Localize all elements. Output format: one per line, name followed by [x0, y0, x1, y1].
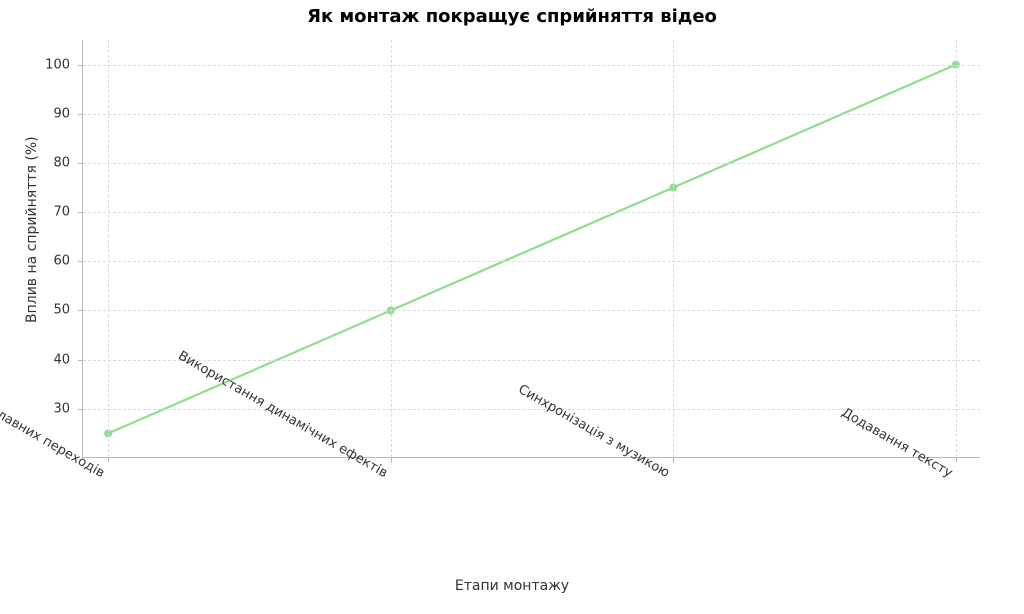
- grid-line-vertical: [673, 40, 674, 457]
- x-tick-mark: [391, 458, 392, 463]
- x-tick-mark: [673, 458, 674, 463]
- y-tick-label: 100: [36, 57, 70, 72]
- y-tick-mark: [78, 114, 83, 115]
- grid-line-vertical: [956, 40, 957, 457]
- y-tick-label: 30: [36, 401, 70, 416]
- y-tick-label: 80: [36, 155, 70, 170]
- grid-line-horizontal: [83, 212, 980, 213]
- y-tick-label: 70: [36, 205, 70, 220]
- y-tick-mark: [78, 310, 83, 311]
- y-tick-mark: [78, 360, 83, 361]
- grid-line-horizontal: [83, 261, 980, 262]
- grid-line-horizontal: [83, 310, 980, 311]
- y-tick-label: 90: [36, 106, 70, 121]
- x-tick-mark: [956, 458, 957, 463]
- grid-line-horizontal: [83, 163, 980, 164]
- x-axis-label: Етапи монтажу: [0, 578, 1024, 594]
- chart-title: Як монтаж покращує сприйняття відео: [0, 6, 1024, 27]
- grid-line-horizontal: [83, 65, 980, 66]
- grid-line-horizontal: [83, 360, 980, 361]
- grid-line-vertical: [391, 40, 392, 457]
- y-tick-mark: [78, 212, 83, 213]
- y-tick-label: 40: [36, 352, 70, 367]
- y-tick-mark: [78, 409, 83, 410]
- y-tick-label: 60: [36, 254, 70, 269]
- chart-container: Як монтаж покращує сприйняття відео Впли…: [0, 0, 1024, 614]
- y-tick-mark: [78, 65, 83, 66]
- y-tick-label: 50: [36, 303, 70, 318]
- grid-line-vertical: [108, 40, 109, 457]
- grid-line-horizontal: [83, 114, 980, 115]
- y-tick-mark: [78, 163, 83, 164]
- x-tick-mark: [108, 458, 109, 463]
- y-tick-mark: [78, 261, 83, 262]
